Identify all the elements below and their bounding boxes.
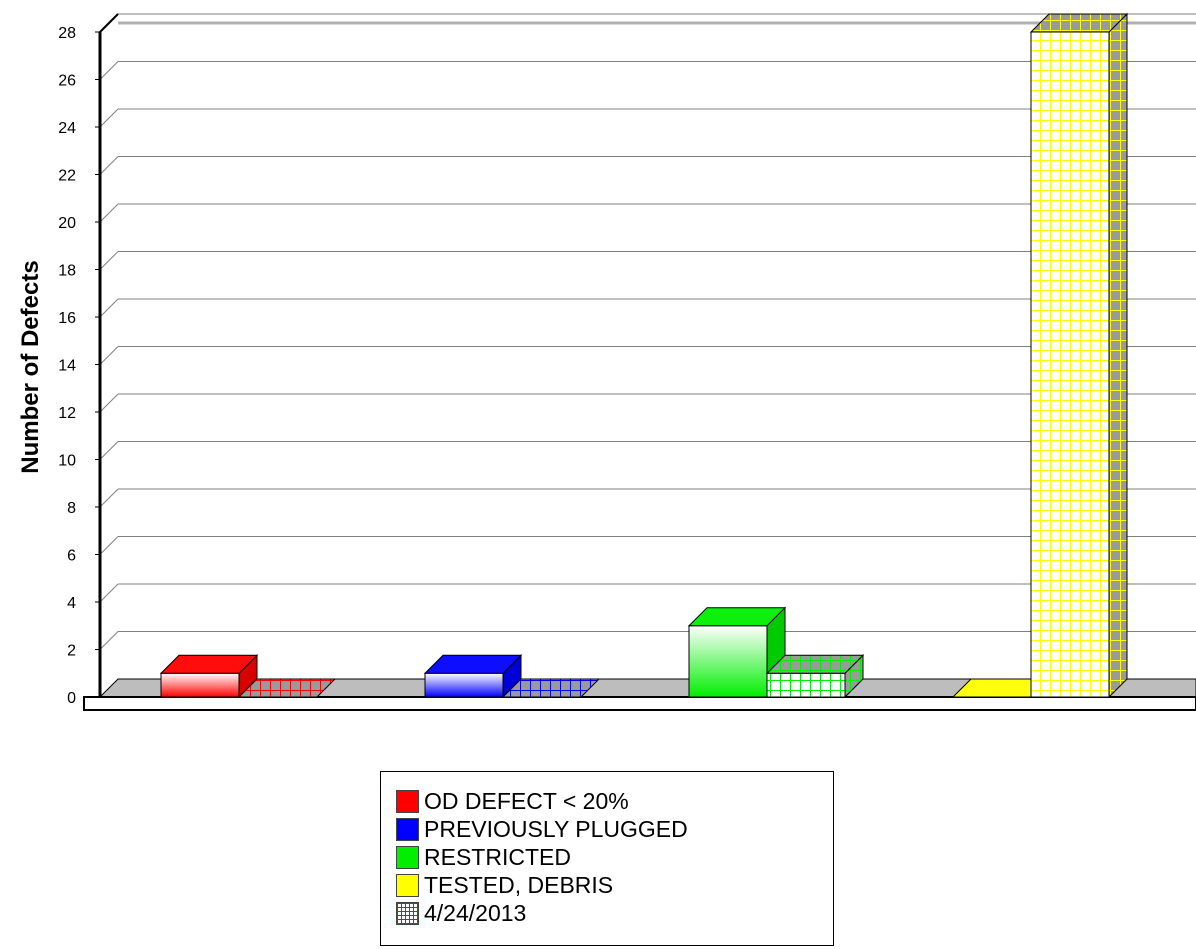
legend-label: OD DEFECT < 20%	[424, 788, 629, 814]
legend-item: TESTED, DEBRIS	[396, 871, 833, 899]
gridline-diagonal	[99, 488, 119, 508]
y-tick-label: 8	[67, 500, 76, 517]
floor-front	[83, 696, 1196, 711]
legend-item: PREVIOUSLY PLUGGED	[396, 815, 833, 843]
y-tick-label: 2	[67, 643, 76, 660]
gridline-diagonal	[99, 61, 119, 80]
legend-swatch	[396, 845, 419, 869]
gridline-diagonal	[99, 441, 119, 460]
legend-swatch	[396, 873, 419, 897]
y-tick-label: 10	[58, 453, 76, 470]
y-tick-label: 14	[58, 358, 76, 375]
gridline-diagonal	[99, 203, 119, 223]
legend-label: TESTED, DEBRIS	[424, 872, 614, 898]
y-tick-label: 6	[67, 548, 76, 565]
legend-label: RESTRICTED	[424, 844, 571, 870]
y-tick-label: 22	[58, 168, 76, 185]
legend-label: PREVIOUSLY PLUGGED	[424, 816, 688, 842]
gridline-diagonal	[99, 393, 119, 413]
gridline-diagonal	[99, 583, 119, 603]
gridline-diagonal	[99, 251, 119, 270]
y-axis-label: Number of Defects	[17, 260, 44, 473]
legend-item: OD DEFECT < 20%	[396, 787, 833, 815]
bar-tested-debris-4-24-2013	[1029, 12, 1129, 699]
y-tick-label: 18	[58, 263, 76, 280]
bar-od-defect	[159, 654, 259, 699]
bar-od-defect-4-24-2013	[237, 678, 337, 698]
y-tick-label: 4	[67, 595, 76, 612]
legend-item: 4/24/2013	[396, 899, 833, 927]
gridline-diagonal	[99, 631, 119, 650]
legend-item: RESTRICTED	[396, 843, 833, 871]
bar-previously-plugged-4-24-2013	[501, 678, 601, 698]
legend: OD DEFECT < 20% PREVIOUSLY PLUGGED RESTRIC…	[380, 771, 834, 946]
y-tick-label: 0	[67, 690, 76, 707]
gridline-diagonal	[99, 346, 119, 365]
gridline-diagonal	[99, 156, 119, 175]
legend-label: 4/24/2013	[424, 900, 527, 926]
chart-floor	[83, 678, 1196, 711]
bars	[159, 12, 1129, 699]
legend-swatch	[396, 817, 419, 841]
y-tick-label: 12	[58, 405, 76, 422]
gridline-diagonal	[99, 298, 119, 318]
legend-swatch	[396, 789, 419, 813]
bar-restricted-4-24-2013	[765, 654, 865, 699]
y-tick-label: 26	[58, 73, 76, 90]
gridline-diagonal	[99, 108, 119, 128]
legend-swatch	[396, 901, 419, 925]
y-tick-label: 20	[58, 215, 76, 232]
bar-previously-plugged	[423, 654, 523, 699]
y-axis-top	[99, 13, 119, 33]
y-tick-label: 24	[58, 120, 76, 137]
gridlines	[99, 13, 1196, 650]
y-tick-label: 16	[58, 310, 76, 327]
y-tick-label: 28	[58, 25, 76, 42]
gridline-diagonal	[99, 536, 119, 555]
